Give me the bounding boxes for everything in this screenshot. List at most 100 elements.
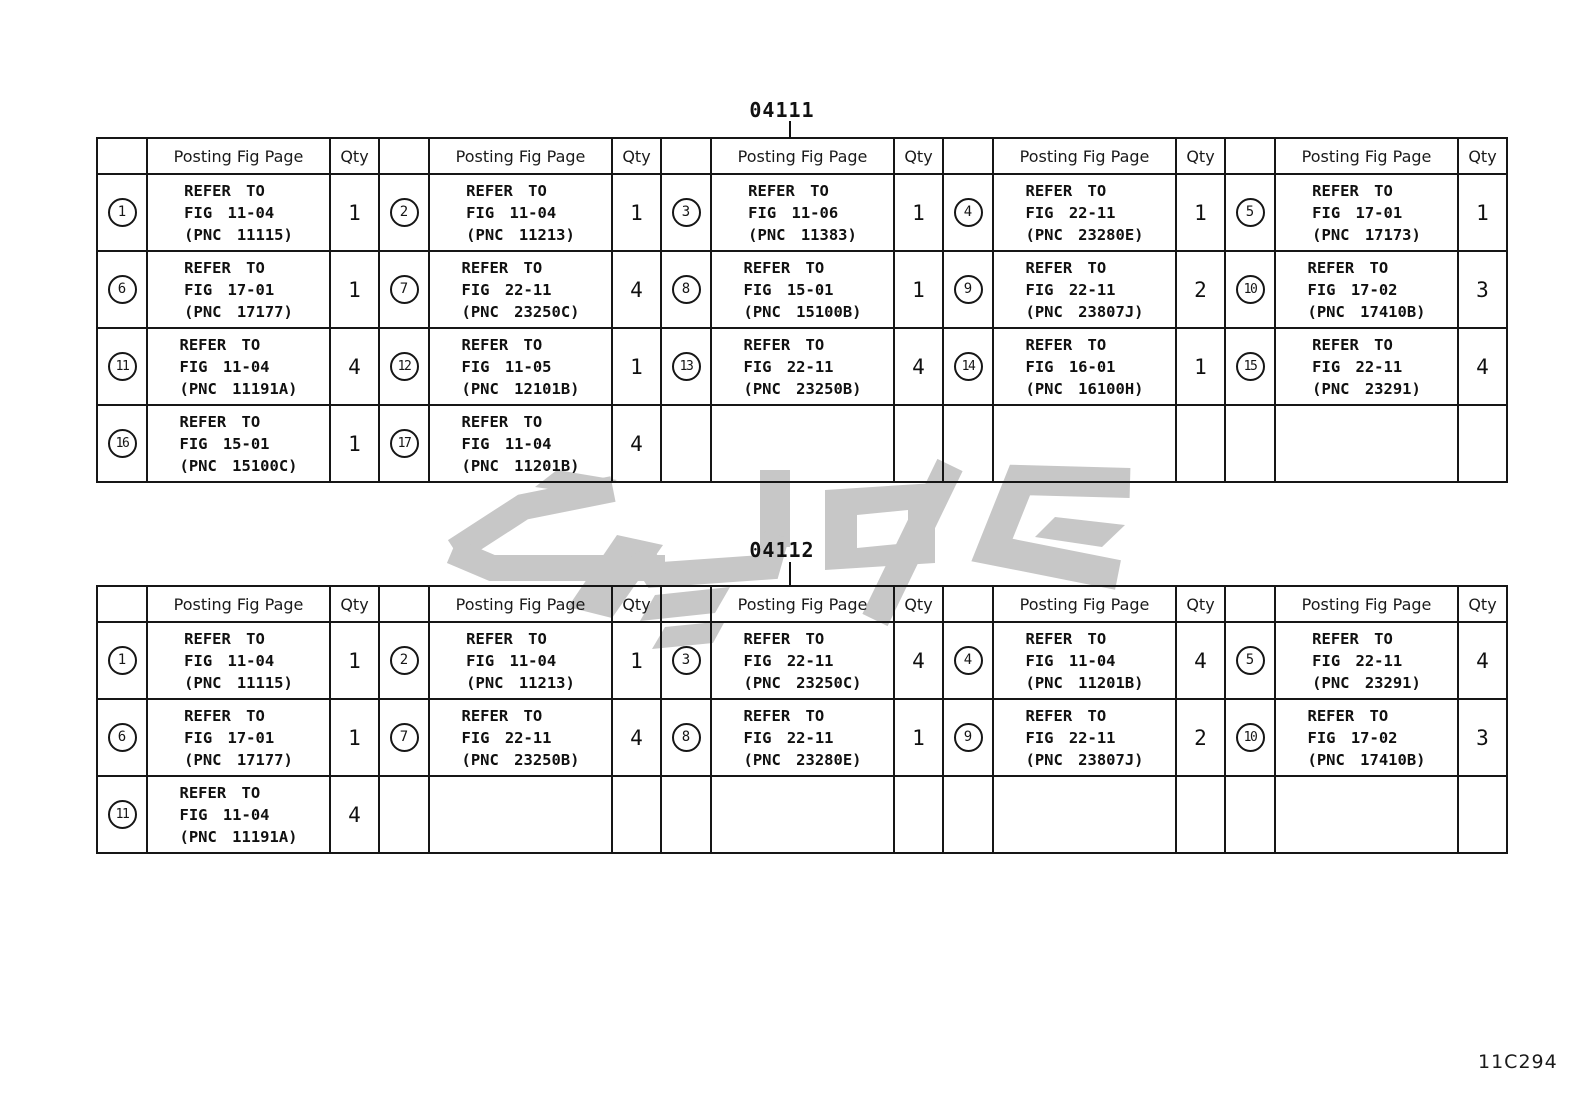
refer-to-line: FIG 11-04 bbox=[184, 203, 275, 222]
qty-header: Qty bbox=[1175, 137, 1226, 175]
qty-value-cell: 4 bbox=[1457, 327, 1508, 406]
refer-to-text: REFER TO FIG 17-01 (PNC 17177) bbox=[184, 257, 293, 323]
item-number-cell: 1 bbox=[96, 173, 148, 252]
circled-item-number: 16 bbox=[107, 429, 137, 458]
item-number-cell bbox=[660, 404, 712, 483]
refer-to-line: (PNC 15100C) bbox=[179, 456, 298, 475]
posting-fig-cell: REFER TO FIG 22-11 (PNC 23250B) bbox=[428, 698, 613, 777]
qty-header: Qty bbox=[1457, 585, 1508, 623]
parts-table-section-04112: Posting Fig Page Qty Posting Fig Page Qty Po… bbox=[96, 585, 1508, 854]
posting-fig-cell: REFER TO FIG 15-01 (PNC 15100C) bbox=[146, 404, 331, 483]
refer-to-text: REFER TO FIG 17-02 (PNC 17410B) bbox=[1308, 705, 1426, 771]
qty-value-cell: 3 bbox=[1457, 250, 1508, 329]
qty-value-cell: 4 bbox=[1175, 621, 1226, 700]
refer-to-line: (PNC 11201B) bbox=[1025, 673, 1144, 692]
circled-item-number: 4 bbox=[953, 646, 983, 675]
item-number-cell bbox=[1224, 404, 1276, 483]
refer-to-text: REFER TO FIG 22-11 (PNC 23250C) bbox=[744, 628, 862, 694]
posting-fig-cell: REFER TO FIG 17-01 (PNC 17173) bbox=[1274, 173, 1459, 252]
circled-item-number: 4 bbox=[953, 198, 983, 227]
qty-value-cell: 4 bbox=[893, 621, 944, 700]
item-number-cell bbox=[1224, 775, 1276, 854]
posting-fig-cell: REFER TO FIG 22-11 (PNC 23280E) bbox=[710, 698, 895, 777]
circled-item-number: 7 bbox=[389, 723, 419, 752]
refer-to-line: REFER TO bbox=[461, 706, 543, 725]
corner-header-cell bbox=[96, 137, 148, 175]
refer-to-line: (PNC 16100H) bbox=[1025, 379, 1144, 398]
corner-header-cell bbox=[942, 137, 994, 175]
refer-to-line: FIG 11-04 bbox=[461, 434, 552, 453]
posting-fig-cell: REFER TO FIG 22-11 (PNC 23291) bbox=[1274, 621, 1459, 700]
refer-to-line: FIG 22-11 bbox=[1312, 651, 1403, 670]
circled-item-number: 6 bbox=[107, 723, 137, 752]
refer-to-line: REFER TO bbox=[1025, 335, 1107, 354]
qty-header: Qty bbox=[329, 585, 380, 623]
qty-value-cell: 1 bbox=[329, 404, 380, 483]
refer-to-text: REFER TO FIG 22-11 (PNC 23250C) bbox=[462, 257, 580, 323]
circled-item-number: 10 bbox=[1235, 723, 1265, 752]
circled-item-number: 8 bbox=[671, 723, 701, 752]
refer-to-line: (PNC 23250C) bbox=[743, 673, 862, 692]
refer-to-line: (PNC 23250B) bbox=[743, 379, 862, 398]
posting-fig-cell bbox=[992, 775, 1177, 854]
circled-item-number: 17 bbox=[389, 429, 419, 458]
posting-fig-cell: REFER TO FIG 22-11 (PNC 23250B) bbox=[710, 327, 895, 406]
item-number-cell: 7 bbox=[378, 250, 430, 329]
qty-header: Qty bbox=[1175, 585, 1226, 623]
refer-to-line: FIG 15-01 bbox=[179, 434, 270, 453]
qty-value-cell bbox=[1175, 775, 1226, 854]
refer-to-line: (PNC 17173) bbox=[1312, 225, 1421, 244]
refer-to-text: REFER TO FIG 17-01 (PNC 17173) bbox=[1312, 180, 1421, 246]
refer-to-line: (PNC 11115) bbox=[184, 673, 293, 692]
refer-to-line: REFER TO bbox=[184, 629, 265, 648]
refer-to-line: FIG 16-01 bbox=[1025, 357, 1116, 376]
qty-value-cell bbox=[611, 775, 662, 854]
item-number-cell: 6 bbox=[96, 250, 148, 329]
refer-to-line: REFER TO bbox=[748, 181, 829, 200]
qty-value-cell: 1 bbox=[893, 250, 944, 329]
qty-value-cell: 1 bbox=[329, 250, 380, 329]
item-number-cell: 4 bbox=[942, 621, 994, 700]
item-number-cell: 2 bbox=[378, 173, 430, 252]
qty-header: Qty bbox=[329, 137, 380, 175]
refer-to-line: FIG 22-11 bbox=[743, 651, 834, 670]
refer-to-line: FIG 11-04 bbox=[179, 357, 270, 376]
refer-to-text: REFER TO FIG 15-01 (PNC 15100C) bbox=[180, 411, 298, 477]
posting-fig-cell: REFER TO FIG 22-11 (PNC 23250C) bbox=[710, 621, 895, 700]
refer-to-line: (PNC 23807J) bbox=[1025, 750, 1144, 769]
corner-header-cell bbox=[1224, 137, 1276, 175]
posting-fig-page-header: Posting Fig Page bbox=[1274, 585, 1459, 623]
item-number-cell: 17 bbox=[378, 404, 430, 483]
refer-to-line: REFER TO bbox=[461, 258, 543, 277]
refer-to-line: REFER TO bbox=[1312, 629, 1393, 648]
posting-fig-cell: REFER TO FIG 22-11 (PNC 23807J) bbox=[992, 250, 1177, 329]
refer-to-text: REFER TO FIG 22-11 (PNC 23250B) bbox=[462, 705, 580, 771]
posting-fig-cell: REFER TO FIG 11-04 (PNC 11201B) bbox=[428, 404, 613, 483]
posting-fig-cell bbox=[992, 404, 1177, 483]
circled-item-number: 10 bbox=[1235, 275, 1265, 304]
refer-to-line: FIG 17-01 bbox=[184, 728, 275, 747]
qty-value-cell: 1 bbox=[611, 173, 662, 252]
refer-to-text: REFER TO FIG 17-02 (PNC 17410B) bbox=[1308, 257, 1426, 323]
refer-to-line: FIG 15-01 bbox=[743, 280, 834, 299]
item-number-cell: 3 bbox=[660, 173, 712, 252]
circled-item-number: 8 bbox=[671, 275, 701, 304]
refer-to-line: REFER TO bbox=[461, 335, 543, 354]
posting-fig-cell: REFER TO FIG 11-04 (PNC 11191A) bbox=[146, 775, 331, 854]
item-number-cell: 16 bbox=[96, 404, 148, 483]
posting-fig-cell: REFER TO FIG 22-11 (PNC 23250C) bbox=[428, 250, 613, 329]
refer-to-line: REFER TO bbox=[1312, 335, 1393, 354]
refer-to-line: (PNC 17410B) bbox=[1307, 302, 1426, 321]
item-number-cell: 9 bbox=[942, 698, 994, 777]
table-title-04111: 04111 bbox=[749, 98, 815, 122]
refer-to-line: FIG 11-04 bbox=[179, 805, 270, 824]
qty-value-cell: 1 bbox=[1175, 173, 1226, 252]
refer-to-text: REFER TO FIG 16-01 (PNC 16100H) bbox=[1026, 334, 1144, 400]
refer-to-line: REFER TO bbox=[743, 706, 825, 725]
circled-item-number: 6 bbox=[107, 275, 137, 304]
refer-to-text: REFER TO FIG 22-11 (PNC 23280E) bbox=[744, 705, 862, 771]
qty-header: Qty bbox=[893, 585, 944, 623]
item-number-cell: 9 bbox=[942, 250, 994, 329]
refer-to-text: REFER TO FIG 11-05 (PNC 12101B) bbox=[462, 334, 580, 400]
qty-value-cell: 4 bbox=[611, 404, 662, 483]
